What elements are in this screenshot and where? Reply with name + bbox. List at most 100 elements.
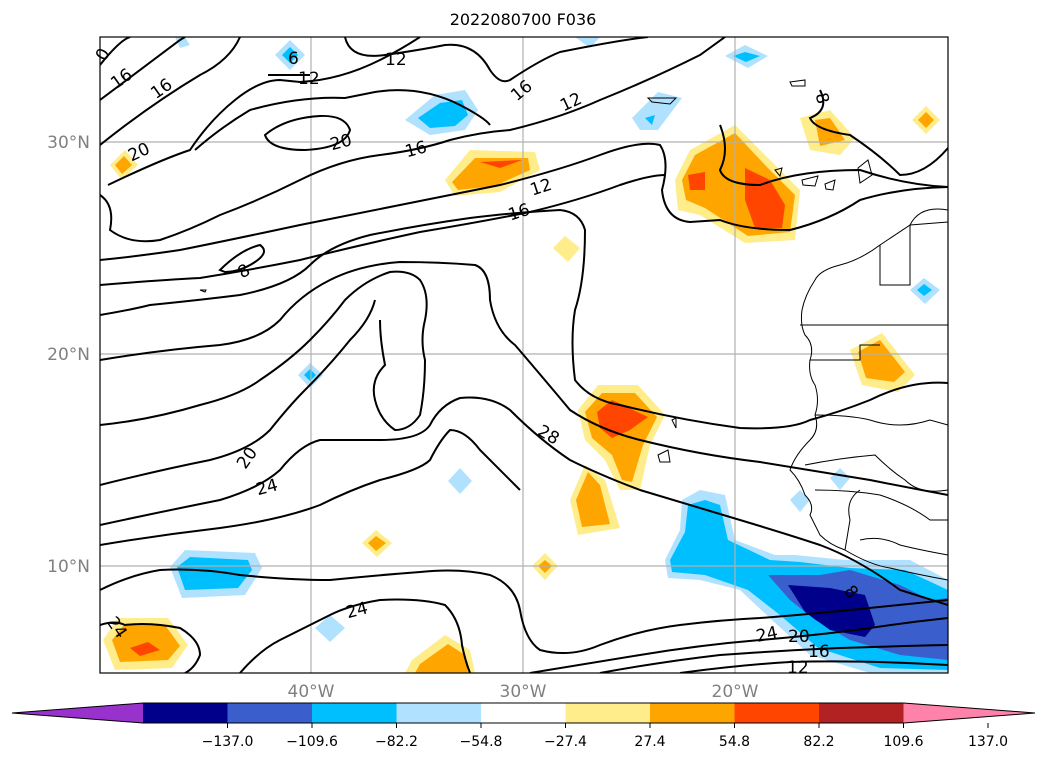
lat-label: 20°N <box>47 345 90 365</box>
colorbar-extend-max <box>903 703 1035 723</box>
colorbar-tick-label: 109.6 <box>883 734 923 750</box>
contour-line <box>100 270 428 432</box>
shade-orange <box>576 472 610 527</box>
border <box>879 225 911 286</box>
contour-line <box>679 660 948 673</box>
shade-blue <box>645 115 655 125</box>
shade-red <box>480 160 522 168</box>
shade-red <box>130 642 160 656</box>
contour-line <box>100 174 666 286</box>
shade-blue <box>418 100 468 128</box>
contour-line <box>100 260 948 496</box>
contour-label: 28 <box>534 421 563 449</box>
contour-label: 16 <box>107 65 136 94</box>
contour-label: 0 <box>92 45 115 64</box>
contour-line <box>808 89 948 177</box>
lat-label: 30°N <box>47 133 90 153</box>
contour-line <box>263 114 352 152</box>
colorbar-swatch <box>819 703 904 723</box>
contour-line <box>599 644 948 673</box>
colorbar-tick-label: −109.6 <box>286 734 338 750</box>
island <box>824 179 836 191</box>
shade-lightblue <box>830 468 850 490</box>
contour-label: 8 <box>811 91 833 107</box>
colorbar-tick-label: −137.0 <box>202 734 254 750</box>
contour-line <box>100 621 202 673</box>
border <box>909 221 948 226</box>
colorbar-tick-label: 82.2 <box>803 734 834 750</box>
colorbar-tick-label: 137.0 <box>968 734 1008 750</box>
lon-label: 40°W <box>288 682 335 702</box>
shade-orange <box>415 644 468 673</box>
contour-line <box>718 124 948 188</box>
shade-blue <box>177 557 252 590</box>
border <box>810 344 880 361</box>
contour-line <box>239 598 471 673</box>
colorbar-swatch <box>565 703 651 723</box>
colorbar-tick-label: −82.2 <box>375 734 418 750</box>
contour-line <box>100 37 241 146</box>
shade-blue <box>282 47 298 63</box>
shade-lightblue <box>632 92 682 130</box>
contour-line <box>100 37 186 101</box>
lon-label: 20°W <box>712 682 759 702</box>
lon-label: 30°W <box>500 682 547 702</box>
shade-lightblue <box>315 615 345 642</box>
colorbar-tick-label: 54.8 <box>719 734 750 750</box>
island <box>789 79 806 87</box>
island <box>857 159 873 184</box>
contour-label: 6 <box>288 49 299 69</box>
shade-lightblue <box>448 468 472 494</box>
colorbar-swatch <box>734 703 820 723</box>
border <box>814 414 948 426</box>
contour-label: 12 <box>787 658 809 678</box>
contour-label: 16 <box>506 200 533 226</box>
shade-lightblue <box>790 490 810 512</box>
contour-line <box>100 428 521 546</box>
contour-label: 12 <box>298 69 320 89</box>
colorbar-tick-label: −54.8 <box>460 734 503 750</box>
island <box>801 175 819 187</box>
contour-label: 12 <box>557 89 585 116</box>
colorbar-extend-min <box>12 703 143 723</box>
contour-label: 20 <box>328 130 354 155</box>
island <box>199 289 207 293</box>
contour-line <box>100 208 948 430</box>
contour-line <box>194 89 491 151</box>
shade-yellow <box>553 236 580 262</box>
shade-orange <box>115 156 132 174</box>
contour-line <box>100 37 131 66</box>
contour-line <box>107 37 421 186</box>
contour-line <box>100 299 376 486</box>
island <box>774 167 783 178</box>
contour-label: 16 <box>403 137 429 162</box>
contour-label: 12 <box>385 50 407 70</box>
colorbar: −137.0 −109.6 −82.2 −54.8 −27.4 27.4 54.8 82.2 1… <box>11 702 1036 750</box>
lat-label: 10°N <box>47 557 90 577</box>
border <box>814 489 948 521</box>
map-frame <box>99 36 949 674</box>
island <box>671 417 677 429</box>
shade-red <box>745 168 785 228</box>
colorbar-swatch <box>650 703 735 723</box>
contour-label: 20 <box>233 444 262 473</box>
contour-lines <box>100 37 948 673</box>
shade-orange <box>815 118 845 146</box>
colorbar-tick-label: −27.4 <box>544 734 587 750</box>
island <box>646 97 678 105</box>
contour-label: 12 <box>528 175 555 201</box>
border <box>844 489 861 551</box>
colorbar-swatch <box>312 703 397 723</box>
contour-line <box>100 37 726 243</box>
contour-line <box>344 37 649 83</box>
colorbar-outline <box>11 702 1036 724</box>
shade-blue <box>304 369 316 381</box>
contour-label: 24 <box>254 475 280 500</box>
coastlines <box>199 79 948 581</box>
contour-line <box>529 617 948 673</box>
shade-blue <box>917 284 932 296</box>
shade-orange <box>918 112 934 128</box>
colorbar-tick-label: 27.4 <box>634 734 665 750</box>
shade-orange <box>452 158 530 190</box>
